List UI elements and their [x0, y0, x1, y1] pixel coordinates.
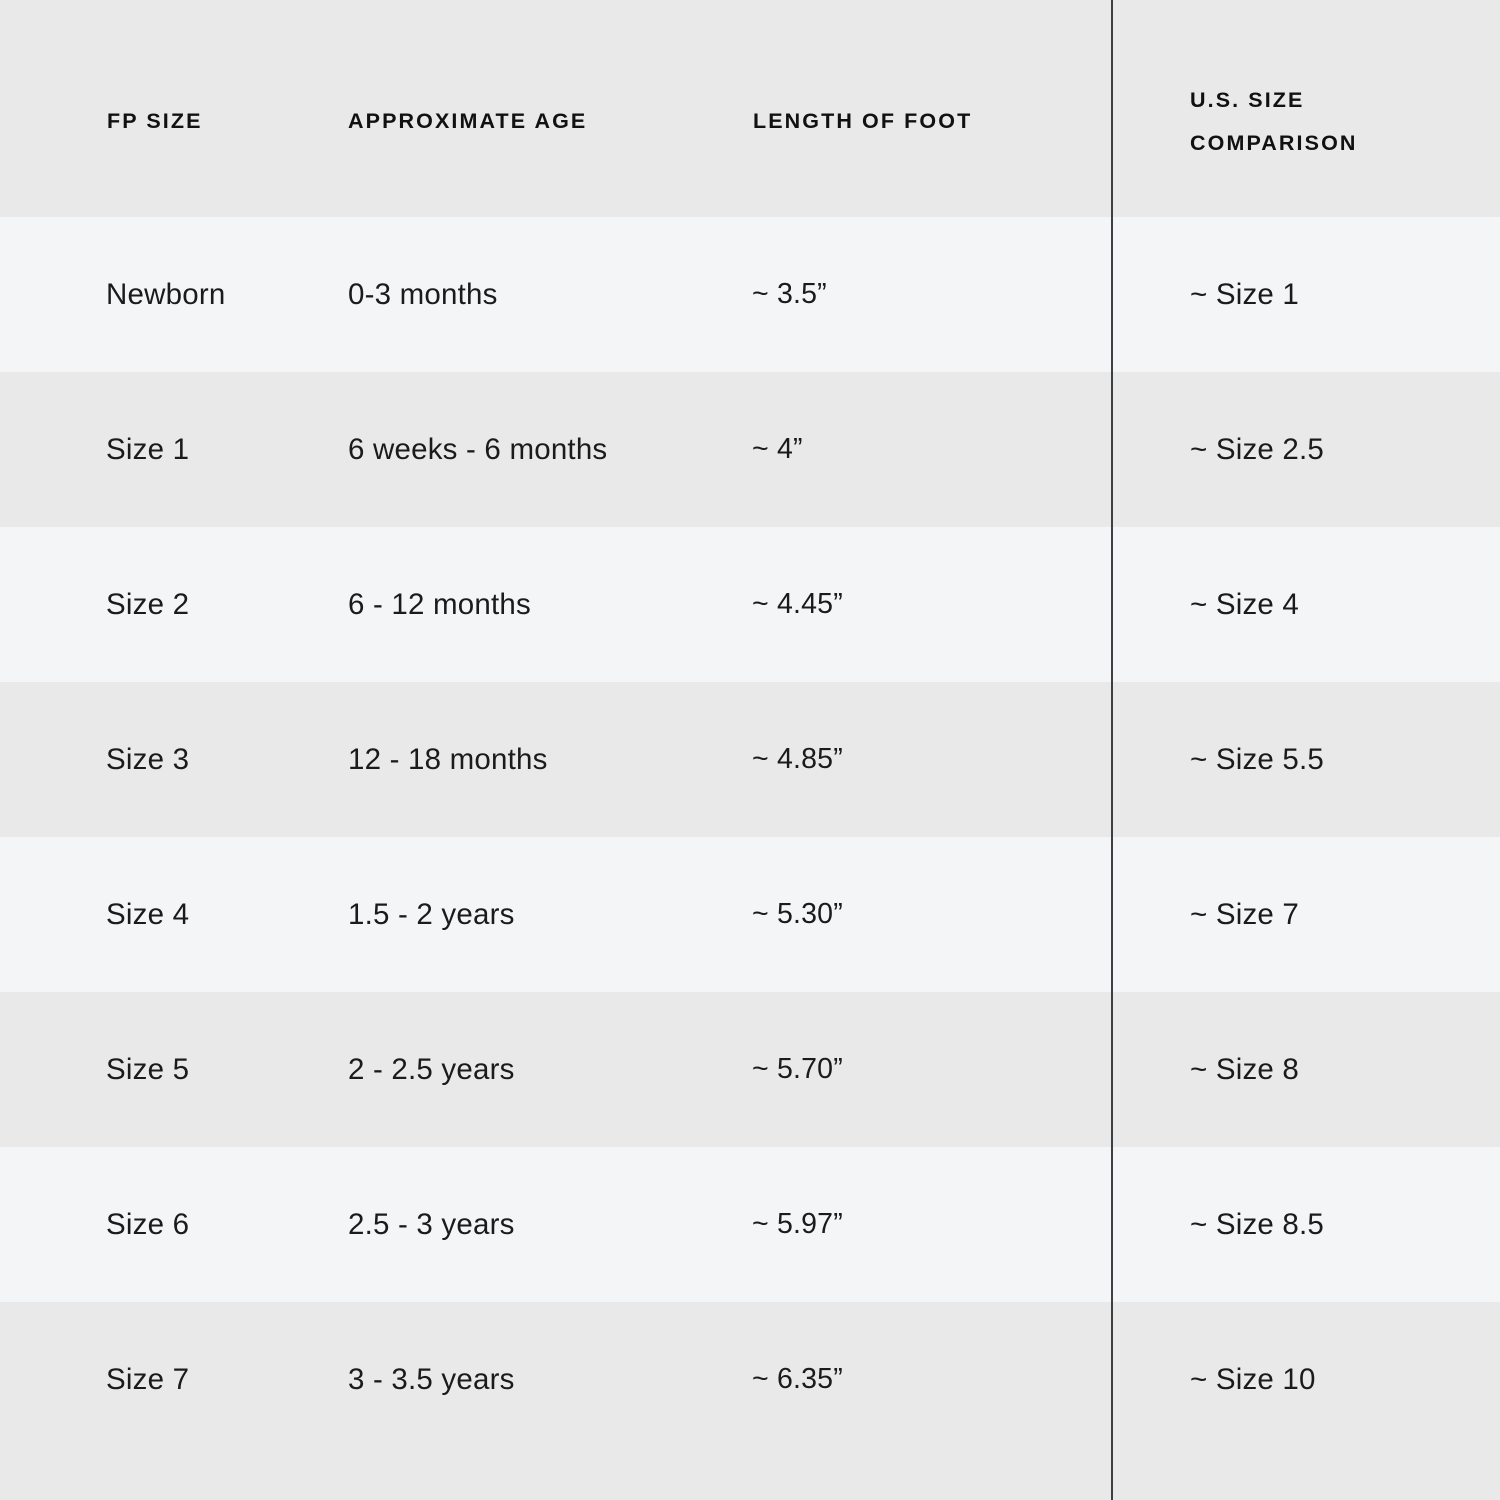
cell-us-size: ~ Size 8: [1190, 1053, 1300, 1086]
cell-length-of-foot: ~ 3.5”: [752, 278, 827, 310]
cell-us-size: ~ Size 7: [1190, 898, 1300, 931]
cell-us-size: ~ Size 4: [1190, 588, 1300, 621]
table-row: Size 6 2.5 - 3 years ~ 5.97” ~ Size 8.5: [0, 1147, 1500, 1302]
cell-fp-size: Size 3: [106, 743, 190, 776]
table-row: Size 4 1.5 - 2 years ~ 5.30” ~ Size 7: [0, 837, 1500, 992]
table-header-row: FP SIZE APPROXIMATE AGE LENGTH OF FOOT U…: [0, 0, 1500, 217]
cell-length-of-foot: ~ 4”: [752, 433, 803, 465]
cell-approximate-age: 3 - 3.5 years: [348, 1363, 515, 1396]
cell-fp-size: Size 5: [106, 1053, 190, 1086]
column-header-length-of-foot: LENGTH OF FOOT: [753, 109, 973, 133]
cell-us-size: ~ Size 1: [1190, 278, 1300, 311]
column-header-approximate-age: APPROXIMATE AGE: [348, 109, 588, 133]
cell-length-of-foot: ~ 5.97”: [752, 1208, 843, 1240]
cell-approximate-age: 12 - 18 months: [348, 743, 548, 776]
cell-fp-size: Size 1: [106, 433, 190, 466]
cell-length-of-foot: ~ 6.35”: [752, 1363, 843, 1395]
cell-fp-size: Newborn: [106, 278, 226, 311]
cell-approximate-age: 0-3 months: [348, 278, 498, 311]
table-row: Size 2 6 - 12 months ~ 4.45” ~ Size 4: [0, 527, 1500, 682]
cell-length-of-foot: ~ 4.45”: [752, 588, 843, 620]
cell-approximate-age: 2.5 - 3 years: [348, 1208, 515, 1241]
table-row: Size 1 6 weeks - 6 months ~ 4” ~ Size 2.5: [0, 372, 1500, 527]
cell-approximate-age: 6 weeks - 6 months: [348, 433, 608, 466]
cell-fp-size: Size 6: [106, 1208, 190, 1241]
column-header-fp-size: FP SIZE: [107, 109, 203, 133]
cell-approximate-age: 1.5 - 2 years: [348, 898, 515, 931]
table-row: Newborn 0-3 months ~ 3.5” ~ Size 1: [0, 217, 1500, 372]
cell-approximate-age: 6 - 12 months: [348, 588, 531, 621]
cell-length-of-foot: ~ 5.70”: [752, 1053, 843, 1085]
cell-fp-size: Size 4: [106, 898, 190, 931]
column-header-us-size-comparison: U.S. SIZE COMPARISON: [1190, 88, 1358, 155]
cell-length-of-foot: ~ 4.85”: [752, 743, 843, 775]
cell-length-of-foot: ~ 5.30”: [752, 898, 843, 930]
cell-us-size: ~ Size 10: [1190, 1363, 1316, 1396]
table-row: Size 5 2 - 2.5 years ~ 5.70” ~ Size 8: [0, 992, 1500, 1147]
cell-fp-size: Size 2: [106, 588, 190, 621]
cell-approximate-age: 2 - 2.5 years: [348, 1053, 515, 1086]
cell-us-size: ~ Size 2.5: [1190, 433, 1325, 466]
table-bottom-fill: [0, 1395, 1500, 1500]
column-divider: [1111, 0, 1113, 1500]
cell-us-size: ~ Size 8.5: [1190, 1208, 1325, 1241]
table-row: Size 3 12 - 18 months ~ 4.85” ~ Size 5.5: [0, 682, 1500, 837]
cell-fp-size: Size 7: [106, 1363, 190, 1396]
cell-us-size: ~ Size 5.5: [1190, 743, 1325, 776]
